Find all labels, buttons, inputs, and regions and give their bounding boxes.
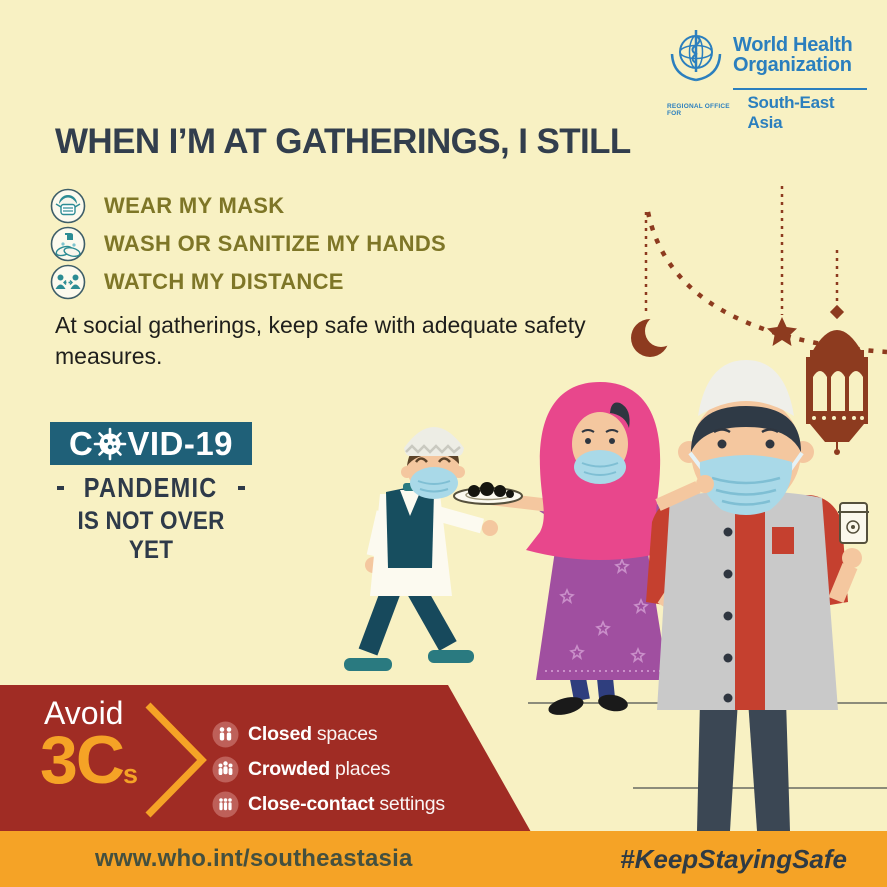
plate-of-dates xyxy=(453,482,523,505)
precaution-item-distance: WATCH MY DISTANCE xyxy=(50,264,446,300)
who-region: South-East Asia xyxy=(747,93,835,132)
list-item-closed-spaces: Closed spaces xyxy=(212,720,445,749)
who-org-line2: Organization xyxy=(733,54,852,76)
woman-hand xyxy=(655,475,714,511)
three-cs-label: 3Cs xyxy=(40,721,138,799)
who-emblem-icon xyxy=(670,30,722,82)
item-rest: settings xyxy=(379,793,445,815)
precaution-label: WATCH MY DISTANCE xyxy=(104,269,344,294)
avoid-label: Avoid xyxy=(44,695,124,731)
dash-right xyxy=(237,486,245,490)
item-rest: spaces xyxy=(316,723,378,745)
item-bold: Close-contact xyxy=(248,793,375,815)
poster-message: At social gatherings, keep safe with ade… xyxy=(55,312,586,369)
list-item-crowded-places: Crowded places xyxy=(212,755,445,784)
precaution-label: WEAR MY MASK xyxy=(104,193,285,218)
boy-illustration xyxy=(344,427,498,671)
three-cs-subscript: s xyxy=(122,759,138,789)
crescent-moon-icon xyxy=(631,315,677,357)
covid-badge-suffix: VID-19 xyxy=(127,424,234,462)
closed-spaces-icon xyxy=(212,721,239,748)
who-divider xyxy=(733,88,867,90)
covid-status-block: C VID-19 PANDEMIC IS NOT OVER YET xyxy=(50,422,252,565)
man-illustration xyxy=(646,360,869,831)
woman-illustration xyxy=(453,382,674,715)
covid-badge: C VID-19 xyxy=(50,422,252,465)
coffee-cup xyxy=(838,502,869,544)
crowded-places-icon xyxy=(212,756,239,783)
precaution-list: WEAR MY MASK WASH OR SANITIZE MY HANDS xyxy=(50,188,446,300)
footer-bar: www.who.int/southeastasia #KeepStayingSa… xyxy=(0,831,887,887)
lantern-icon xyxy=(806,304,868,455)
mask-icon xyxy=(50,188,86,224)
pandemic-row: PANDEMIC xyxy=(50,472,252,504)
precaution-label: WASH OR SANITIZE MY HANDS xyxy=(104,231,447,256)
item-bold: Crowded xyxy=(248,758,331,780)
close-contact-icon xyxy=(212,791,239,818)
item-bold: Closed xyxy=(248,723,312,745)
three-cs-list: Closed spaces Crowded places Close xyxy=(212,720,445,819)
item-rest: places xyxy=(335,758,391,780)
distance-icon xyxy=(50,264,86,300)
poster-headline: WHEN I’M AT GATHERINGS, I STILL xyxy=(55,122,631,161)
precaution-item-handwash: WASH OR SANITIZE MY HANDS xyxy=(50,226,446,262)
dash-left xyxy=(57,486,65,490)
distance-lines xyxy=(528,702,887,789)
who-office-prefix: REGIONAL OFFICE FOR xyxy=(667,103,730,117)
hashtag-text: #KeepStayingSafe xyxy=(620,844,847,874)
garland-decoration xyxy=(644,186,887,355)
star-icon xyxy=(767,317,797,346)
avoid-3cs-banner: Avoid 3Cs Closed spaces xyxy=(0,685,531,832)
not-over-text: IS NOT OVER YET xyxy=(77,507,225,564)
website-url: www.who.int/southeastasia xyxy=(95,845,413,872)
list-item-close-contact: Close-contact settings xyxy=(212,790,445,819)
three-cs-text: 3C xyxy=(40,722,125,798)
chevron-right-icon xyxy=(145,702,207,818)
virus-icon xyxy=(94,427,127,460)
handwash-icon xyxy=(50,226,86,262)
who-org-line1: World Health xyxy=(733,33,853,56)
precaution-item-mask: WEAR MY MASK xyxy=(50,188,446,224)
covid-badge-prefix: C xyxy=(68,424,94,462)
pandemic-text: PANDEMIC xyxy=(84,472,218,503)
who-logo: World Health Organization REGIONAL OFFIC… xyxy=(667,26,867,133)
